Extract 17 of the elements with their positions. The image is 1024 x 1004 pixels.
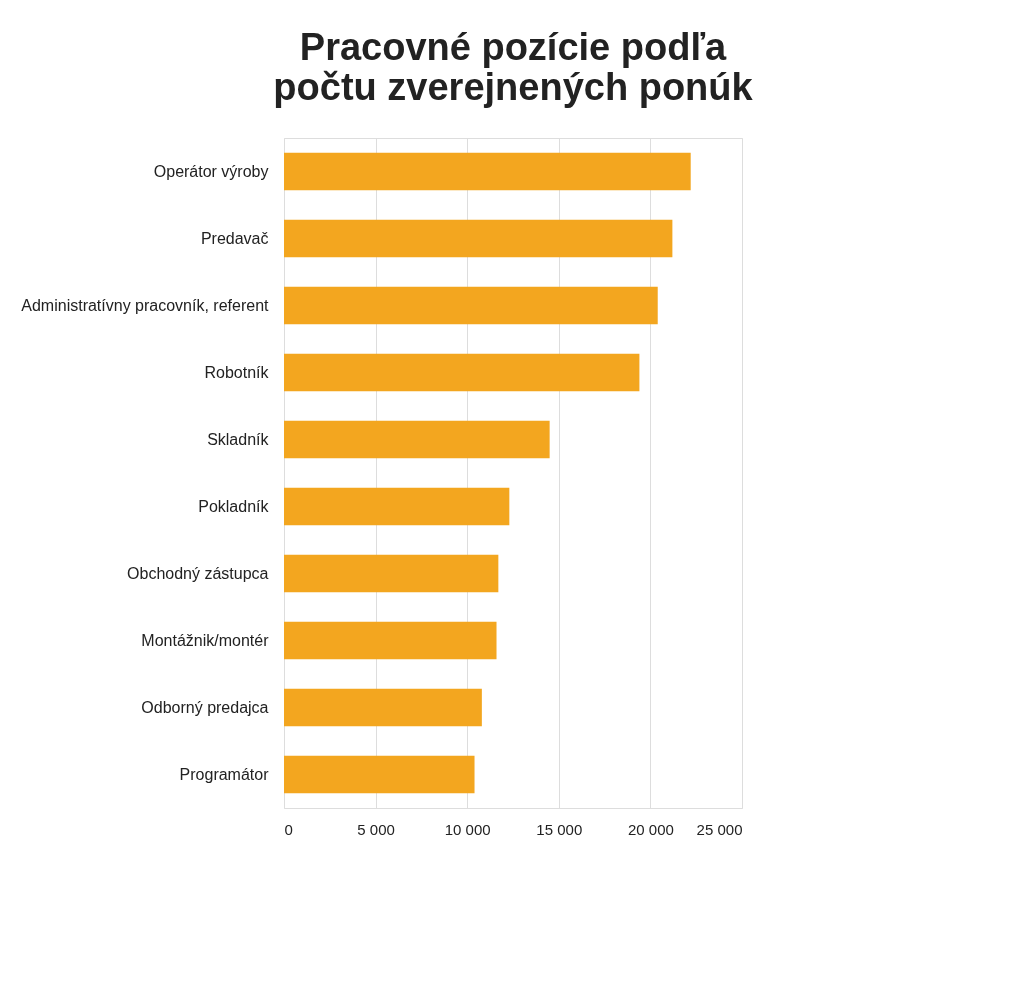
y-tick-label: Administratívny pracovník, referent [21,296,270,314]
x-tick-label: 25 000 [696,820,743,838]
x-tick-label: 15 000 [536,820,583,838]
chart-title: Pracovné pozície podľa počtu zverejnených ponúk [273,26,754,108]
y-tick-label: Obchodný zástupca [127,564,269,582]
x-tick-label: 20 000 [627,820,674,838]
y-tick-label: Montážnik/montér [141,631,270,649]
y-tick-label: Skladník [207,430,270,448]
y-tick-label: Robotník [204,363,270,381]
x-tick-label: 5 000 [357,820,395,838]
y-tick-label: Pokladník [198,497,270,515]
x-tick-label: 0 [284,820,293,838]
y-tick-label: Odborný predajca [141,698,269,716]
y-tick-label: Operátor výroby [153,162,269,180]
y-tick-label: Predavač [200,229,269,247]
y-tick-label: Programátor [179,765,270,783]
x-tick-label: 10 000 [444,820,491,838]
